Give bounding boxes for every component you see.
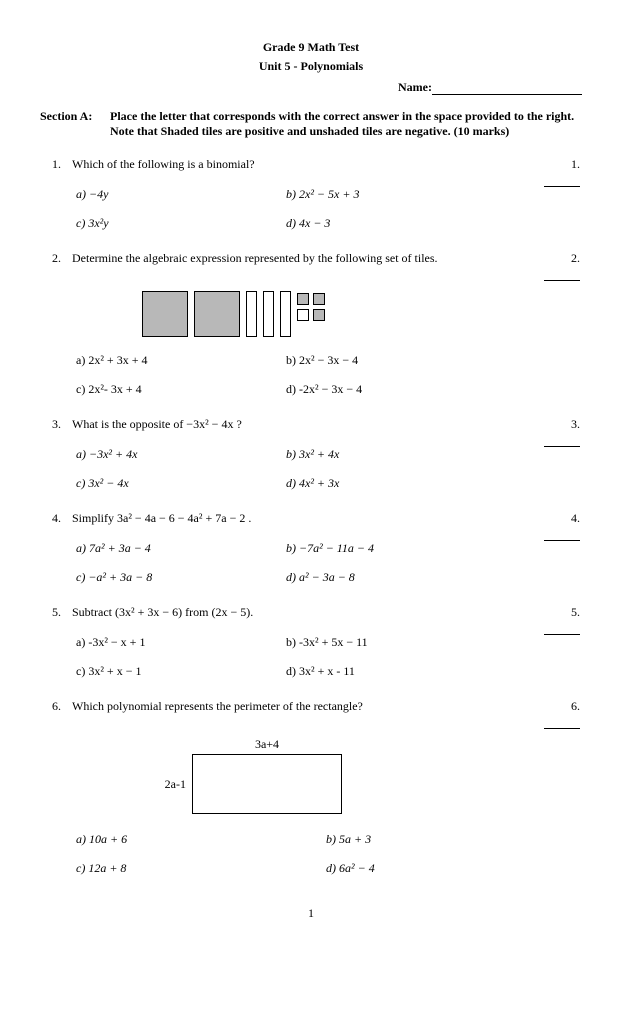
q1-text: Which of the following is a binomial? [72, 157, 536, 172]
q1-choice-c: c) 3x²y [76, 216, 286, 231]
section-label: Section A: [40, 109, 110, 139]
q1-choice-a: a) −4y [76, 187, 286, 202]
tile-unit-shaded [297, 293, 309, 305]
q4-choice-c: c) −a² + 3a − 8 [76, 570, 286, 585]
tile-unit-shaded [313, 293, 325, 305]
section-a: Section A: Place the letter that corresp… [40, 109, 582, 139]
q5-choice-b: b) -3x² + 5x − 11 [286, 635, 496, 650]
question-3: 3. What is the opposite of −3x² − 4x ? 3… [52, 417, 582, 491]
tile-x-unshaded [263, 291, 274, 337]
q3-ans-label: 3. [536, 417, 582, 447]
page-number: 1 [40, 906, 582, 921]
q4-ans-blank[interactable] [544, 540, 580, 541]
question-2: 2. Determine the algebraic expression re… [52, 251, 582, 397]
q6-choice-c: c) 12a + 8 [76, 861, 326, 876]
q6-num: 6. [52, 699, 72, 714]
q6-ans-label: 6. [536, 699, 582, 729]
question-6: 6. Which polynomial represents the perim… [52, 699, 582, 876]
q4-choice-b: b) −7a² − 11a − 4 [286, 541, 496, 556]
q6-text: Which polynomial represents the perimete… [72, 699, 536, 714]
q2-choice-d: d) -2x² − 3x − 4 [286, 382, 496, 397]
q2-ans-blank[interactable] [544, 280, 580, 281]
tile-x2-shaded [194, 291, 240, 337]
q1-num: 1. [52, 157, 72, 172]
name-row: Name: [40, 80, 582, 95]
q5-choice-d: d) 3x² + x - 11 [286, 664, 496, 679]
section-instructions: Place the letter that corresponds with t… [110, 109, 582, 139]
q3-choice-d: d) 4x² + 3x [286, 476, 496, 491]
q5-num: 5. [52, 605, 72, 620]
q2-num: 2. [52, 251, 72, 266]
q4-num: 4. [52, 511, 72, 526]
tile-unit-grid [297, 293, 325, 321]
q1-ans-blank[interactable] [544, 186, 580, 187]
tile-x2-shaded [142, 291, 188, 337]
q5-text: Subtract (3x² + 3x − 6) from (2x − 5). [72, 605, 536, 620]
header-title-2: Unit 5 - Polynomials [40, 59, 582, 74]
tile-x-unshaded [280, 291, 291, 337]
q6-choice-b: b) 5a + 3 [326, 832, 496, 847]
rect-top-label: 3a+4 [192, 737, 342, 752]
q3-choice-a: a) −3x² + 4x [76, 447, 286, 462]
tile-unit-unshaded [297, 309, 309, 321]
tile-unit-shaded [313, 309, 325, 321]
q5-ans-label: 5. [536, 605, 582, 635]
q2-ans-label: 2. [536, 251, 582, 281]
name-label: Name: [398, 80, 432, 94]
q3-choice-c: c) 3x² − 4x [76, 476, 286, 491]
q6-ans-blank[interactable] [544, 728, 580, 729]
q1-ans-label: 1. [536, 157, 582, 187]
q3-ans-blank[interactable] [544, 446, 580, 447]
question-4: 4. Simplify 3a² − 4a − 6 − 4a² + 7a − 2 … [52, 511, 582, 585]
q4-text: Simplify 3a² − 4a − 6 − 4a² + 7a − 2 . [72, 511, 536, 526]
question-1: 1. Which of the following is a binomial?… [52, 157, 582, 231]
rect-side-label: 2a-1 [152, 777, 192, 792]
q3-num: 3. [52, 417, 72, 432]
q3-text: What is the opposite of −3x² − 4x ? [72, 417, 536, 432]
question-5: 5. Subtract (3x² + 3x − 6) from (2x − 5)… [52, 605, 582, 679]
q6-choice-a: a) 10a + 6 [76, 832, 326, 847]
q5-ans-blank[interactable] [544, 634, 580, 635]
q1-choice-d: d) 4x − 3 [286, 216, 496, 231]
q2-tiles [142, 291, 582, 337]
q2-choice-b: b) 2x² − 3x − 4 [286, 353, 496, 368]
q2-choice-a: a) 2x² + 3x + 4 [76, 353, 286, 368]
q5-choice-a: a) -3x² − x + 1 [76, 635, 286, 650]
q4-ans-label: 4. [536, 511, 582, 541]
name-blank[interactable] [432, 94, 582, 95]
q6-choice-d: d) 6a² − 4 [326, 861, 496, 876]
q3-choice-b: b) 3x² + 4x [286, 447, 496, 462]
q2-choice-c: c) 2x²- 3x + 4 [76, 382, 286, 397]
q4-choice-d: d) a² − 3a − 8 [286, 570, 496, 585]
q1-choice-b: b) 2x² − 5x + 3 [286, 187, 496, 202]
q6-rectangle: 3a+4 2a-1 [152, 737, 582, 814]
header-title-1: Grade 9 Math Test [40, 40, 582, 55]
q4-choice-a: a) 7a² + 3a − 4 [76, 541, 286, 556]
q5-choice-c: c) 3x² + x − 1 [76, 664, 286, 679]
q2-text: Determine the algebraic expression repre… [72, 251, 536, 266]
rect-box [192, 754, 342, 814]
tile-x-unshaded [246, 291, 257, 337]
